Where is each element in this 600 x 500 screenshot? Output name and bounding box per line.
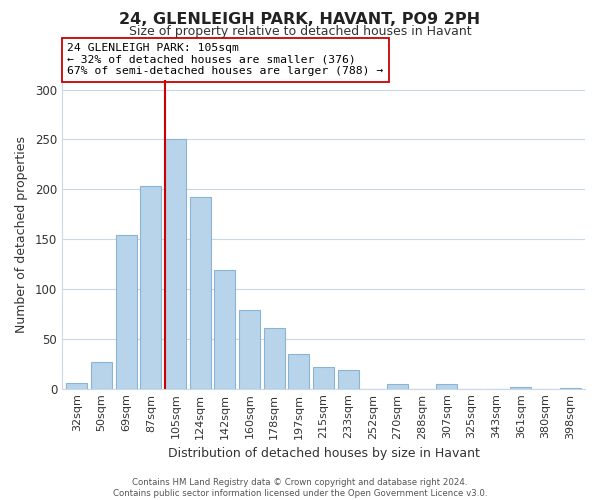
Bar bbox=[289, 354, 310, 388]
X-axis label: Distribution of detached houses by size in Havant: Distribution of detached houses by size … bbox=[167, 447, 479, 460]
Bar bbox=[511, 386, 532, 388]
Bar bbox=[239, 310, 260, 388]
Bar bbox=[165, 140, 186, 388]
Text: 24 GLENLEIGH PARK: 105sqm
← 32% of detached houses are smaller (376)
67% of semi: 24 GLENLEIGH PARK: 105sqm ← 32% of detac… bbox=[67, 44, 383, 76]
Bar bbox=[436, 384, 457, 388]
Bar bbox=[264, 328, 284, 388]
Bar bbox=[338, 370, 359, 388]
Bar bbox=[140, 186, 161, 388]
Bar bbox=[67, 382, 88, 388]
Y-axis label: Number of detached properties: Number of detached properties bbox=[15, 136, 28, 332]
Text: Size of property relative to detached houses in Havant: Size of property relative to detached ho… bbox=[128, 25, 472, 38]
Bar bbox=[214, 270, 235, 388]
Text: 24, GLENLEIGH PARK, HAVANT, PO9 2PH: 24, GLENLEIGH PARK, HAVANT, PO9 2PH bbox=[119, 12, 481, 28]
Text: Contains HM Land Registry data © Crown copyright and database right 2024.
Contai: Contains HM Land Registry data © Crown c… bbox=[113, 478, 487, 498]
Bar bbox=[313, 366, 334, 388]
Bar bbox=[190, 197, 211, 388]
Bar bbox=[91, 362, 112, 388]
Bar bbox=[116, 235, 137, 388]
Bar bbox=[387, 384, 408, 388]
